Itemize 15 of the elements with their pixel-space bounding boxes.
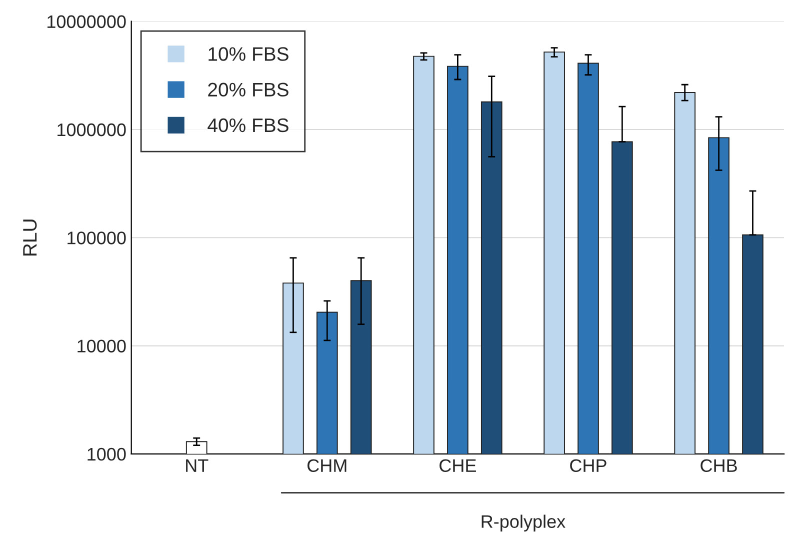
y-tick-label: 1000 [88, 448, 126, 461]
y-tick-label: 10000000 [48, 15, 126, 28]
x-tick-label: CHB [700, 459, 737, 472]
x-tick-label: CHP [570, 459, 606, 472]
text: R-polyplex [482, 514, 566, 532]
legend-label: 10% FBS [208, 47, 288, 61]
y-axis-title: RLU [23, 220, 37, 256]
x-tick-label: NT [186, 459, 208, 472]
y-tick-label: 10000 [78, 340, 126, 352]
legend-label: 20% FBS [208, 82, 288, 97]
y-tick-label: 1000000 [58, 123, 126, 136]
legend-label: 40% FBS [208, 118, 288, 132]
x-tick-label: CHE [440, 459, 476, 472]
y-tick-label: 100000 [68, 232, 126, 244]
x-tick-label: CHM [308, 459, 346, 472]
